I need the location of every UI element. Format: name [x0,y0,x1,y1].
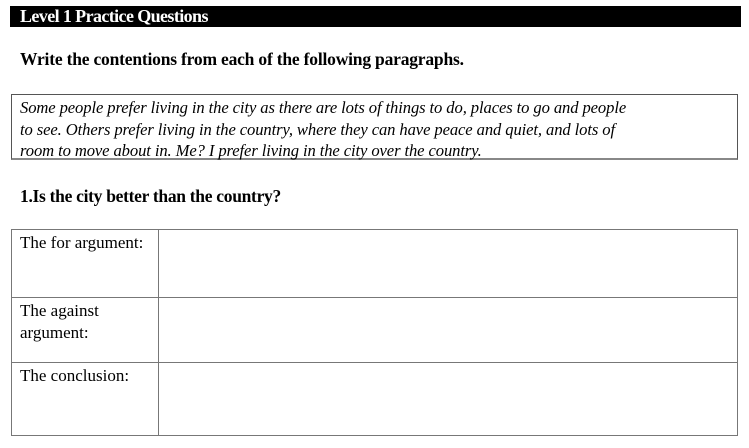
answer-table: The for argument: The against argument: … [11,229,738,436]
section-title: Level 1 Practice Questions [20,6,208,26]
table-row: The against argument: [11,297,738,363]
answer-cell[interactable] [158,229,738,298]
row-label: The conclusion: [11,362,159,436]
section-title-bar: Level 1 Practice Questions [10,6,741,27]
paragraph-line: Some people prefer living in the city as… [20,98,627,117]
row-label: The against argument: [11,297,159,363]
paragraph-line: room to move about in. Me? I prefer livi… [20,141,482,160]
answer-cell[interactable] [158,362,738,436]
paragraph-line: to see. Others prefer living in the coun… [20,119,616,139]
answer-cell[interactable] [158,297,738,363]
table-row: The for argument: [11,229,738,298]
instruction-heading: Write the contentions from each of the f… [20,49,464,69]
question-heading: 1.Is the city better than the country? [20,186,281,206]
table-row: The conclusion: [11,362,738,436]
paragraph-box: Some people prefer living in the city as… [11,94,738,160]
row-label: The for argument: [11,229,159,298]
